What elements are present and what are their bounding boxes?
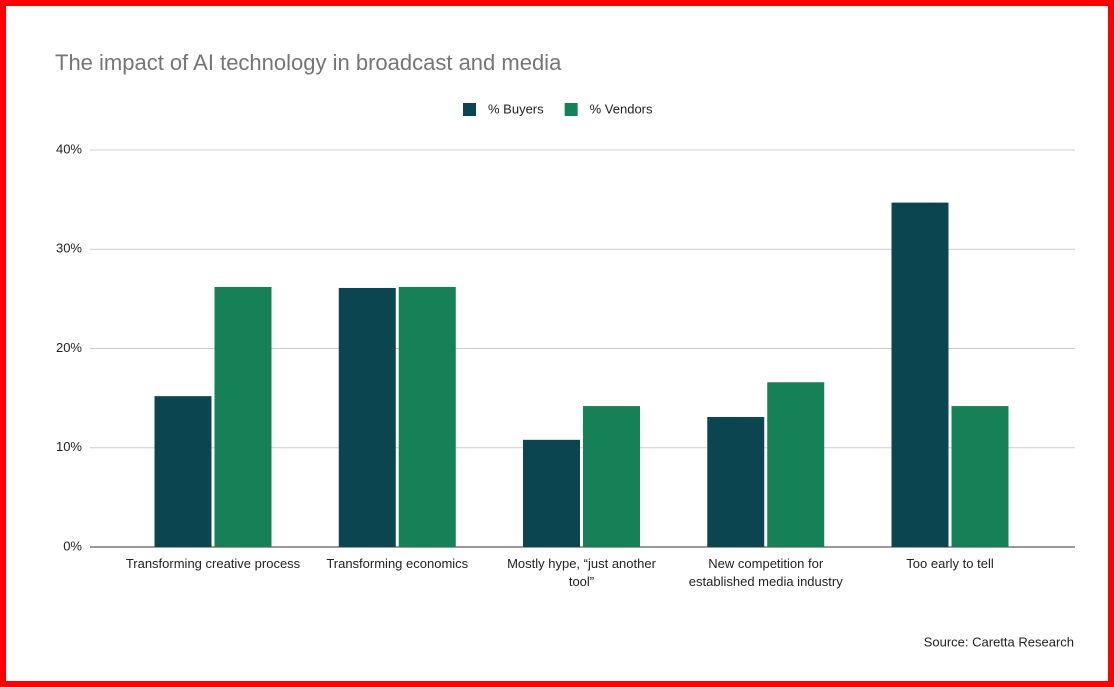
legend-swatch (463, 103, 476, 116)
legend-label: % Buyers (488, 101, 544, 116)
legend-swatch (564, 103, 578, 116)
bar (338, 287, 396, 547)
y-tick-label: 0% (63, 538, 82, 553)
bar (951, 406, 1009, 547)
bar (583, 406, 640, 547)
bar (398, 286, 456, 547)
y-tick-label: 20% (56, 340, 82, 355)
x-tick-label: New competition for established media in… (688, 556, 843, 589)
y-tick-label: 40% (56, 141, 82, 156)
y-tick-label: 30% (56, 241, 82, 256)
legend-label: % Vendors (590, 101, 653, 116)
x-tick-label: Transforming creative process (125, 556, 301, 571)
x-tick-label: Mostly hype, “just another tool” (507, 556, 656, 589)
y-tick-label: 10% (56, 439, 82, 454)
source: Source: Caretta Research (924, 634, 1074, 649)
bar (767, 382, 825, 547)
bar (891, 202, 949, 548)
x-tick-label: Transforming economics (326, 556, 469, 571)
bar (214, 286, 272, 547)
bar (707, 416, 765, 547)
x-tick-label: Too early to tell (906, 556, 994, 571)
bar (154, 396, 212, 547)
chart-title: The impact of AI technology in broadcast… (55, 50, 562, 75)
bar (523, 439, 580, 547)
